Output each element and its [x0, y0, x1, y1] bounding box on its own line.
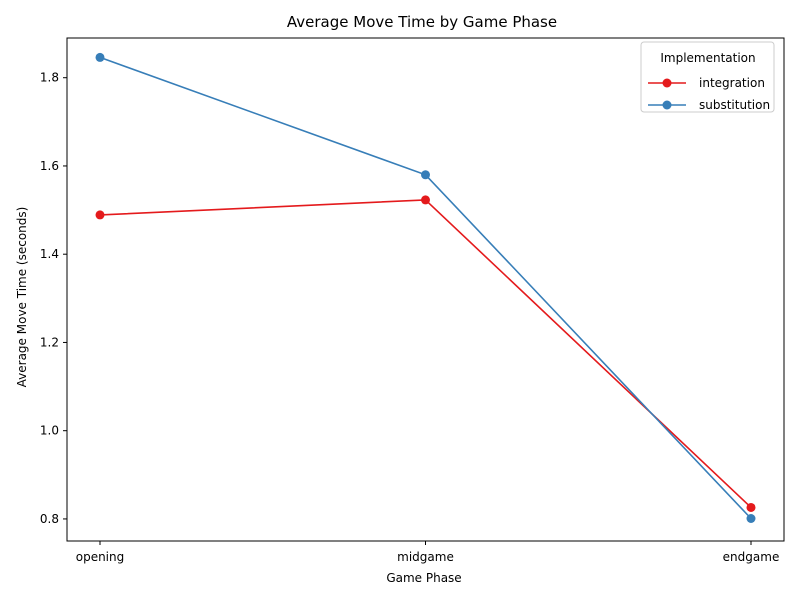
legend-box: [640, 41, 775, 113]
data-point-substitution: [746, 513, 756, 523]
series-substitution: [95, 52, 756, 523]
y-tick-label: 0.8: [40, 512, 59, 526]
data-point-substitution: [95, 52, 105, 62]
data-point-integration: [95, 210, 105, 220]
x-axis-label: Game Phase: [386, 571, 461, 585]
y-tick-label: 1.0: [40, 424, 59, 438]
data-point-substitution: [421, 170, 430, 180]
y-tick-label: 1.6: [40, 159, 59, 173]
chart-title: Average Move Time by Game Phase: [287, 13, 557, 31]
legend-title: Implementation: [660, 51, 755, 65]
legend-label-integration: integration: [699, 76, 765, 90]
legend: Implementation integration substitution: [640, 41, 775, 113]
y-tick-label: 1.4: [40, 247, 59, 261]
x-tick-label: endgame: [723, 550, 780, 564]
y-tick-label: 1.8: [40, 71, 59, 85]
x-tick-label: midgame: [397, 550, 454, 564]
data-point-integration: [746, 502, 756, 512]
y-axis: 0.8 1.0 1.2 1.4 1.6 1.8: [40, 71, 67, 526]
legend-entry-integration: integration: [648, 76, 765, 90]
y-axis-label: Average Move Time (seconds): [15, 207, 29, 388]
series-layer: [95, 52, 756, 523]
legend-marker-integration: [662, 78, 672, 88]
y-tick-label: 1.2: [40, 335, 59, 349]
data-point-integration: [421, 195, 430, 205]
legend-label-substitution: substitution: [699, 98, 770, 112]
legend-marker-substitution: [662, 100, 672, 110]
legend-entry-substitution: substitution: [648, 98, 770, 112]
x-axis: opening midgame endgame: [76, 541, 780, 564]
x-tick-label: opening: [76, 550, 125, 564]
legend-entries: integration substitution: [648, 76, 770, 112]
